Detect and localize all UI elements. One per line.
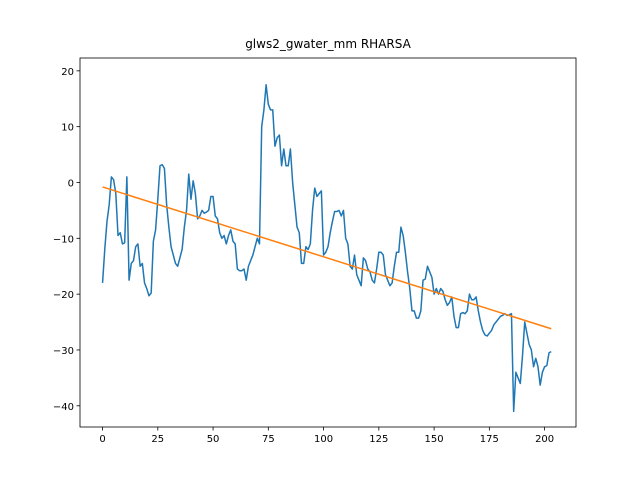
- x-tick-label: 0: [99, 434, 105, 445]
- x-tick-label: 25: [151, 434, 164, 445]
- x-tick-label: 50: [207, 434, 220, 445]
- x-tick-label: 100: [314, 434, 333, 445]
- x-tick-label: 175: [480, 434, 499, 445]
- x-tick-label: 125: [369, 434, 388, 445]
- data-line: [102, 186, 552, 330]
- y-tick-label: −30: [53, 346, 74, 357]
- x-tick-label: 150: [425, 434, 444, 445]
- y-tick-label: 10: [61, 123, 74, 134]
- y-tick-label: −20: [53, 290, 74, 301]
- y-tick-label: −10: [53, 234, 74, 245]
- y-tick-label: −40: [53, 402, 74, 413]
- x-tick-label: 75: [262, 434, 275, 445]
- data-line: [101, 84, 552, 413]
- y-tick-label: 20: [61, 67, 74, 78]
- x-tick-label: 200: [535, 434, 554, 445]
- plot-frame: [79, 57, 577, 428]
- y-tick-label: 0: [68, 178, 74, 189]
- chart-title: glws2_gwater_mm RHARSA: [245, 37, 411, 51]
